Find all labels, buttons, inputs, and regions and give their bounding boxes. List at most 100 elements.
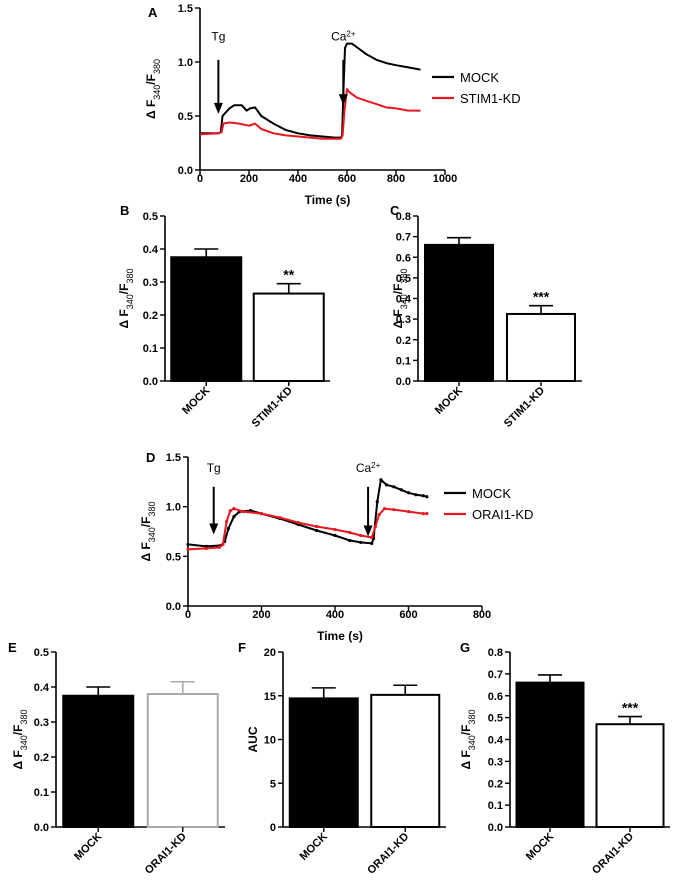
panel-e-bar-chart: E 0.0 0.1 0.2 0.3 0.4 0.5 Δ F340/F380 MOCK ORAI1-… — [8, 640, 225, 877]
series-line-stim1-kd — [199, 88, 421, 140]
panel-c-bar-chart: C 0.0 0.1 0.2 0.3 0.4 0.5 0.6 0.7 0.8 Δ F340/F380 M… — [390, 203, 582, 430]
data-point-mock — [186, 542, 190, 547]
panel-b-label: B — [120, 203, 129, 218]
data-point-mock — [348, 538, 352, 543]
y-tick-label: 0.5 — [143, 211, 158, 223]
panel-g-y-axis-title: Δ F340/F380 — [459, 709, 477, 769]
y-tick-label: 0.5 — [488, 713, 503, 725]
data-point-mock — [399, 488, 403, 492]
data-point-mock — [384, 483, 389, 487]
y-tick-label: 0.8 — [488, 647, 503, 659]
panel-d-label: D — [146, 450, 155, 465]
x-tick-label: 600 — [399, 609, 417, 621]
x-tick-label: 600 — [338, 173, 356, 185]
x-tick-label: 0 — [197, 173, 203, 185]
legend-label-stim1-kd: STIM1-KD — [460, 91, 521, 106]
legend-label-mock: MOCK — [472, 486, 511, 501]
y-tick-label: 0.5 — [166, 551, 181, 563]
significance-marker: *** — [622, 700, 639, 716]
x-tick-label: 200 — [240, 173, 258, 185]
category-label-mock: MOCK — [180, 385, 212, 417]
data-point-mock — [375, 500, 379, 504]
panel-g-bar-chart: G 0.0 0.1 0.2 0.3 0.4 0.5 0.6 0.7 0.8 Δ F340/F380 M… — [459, 640, 670, 877]
panel-a-label: A — [148, 5, 158, 20]
data-point-mock — [392, 485, 396, 489]
y-tick-label: 0.8 — [396, 211, 411, 223]
panel-f-y-axis-title: AUC — [246, 726, 260, 752]
data-point-mock — [414, 493, 418, 497]
data-point-orai1-kd — [217, 545, 221, 549]
y-tick-label: 0.0 — [143, 376, 158, 388]
data-point-mock — [226, 526, 231, 531]
y-tick-label: 0.6 — [488, 691, 503, 703]
annotation-ca: Ca2+ — [331, 29, 356, 44]
bar-mock — [424, 243, 494, 382]
x-tick-label: 400 — [326, 609, 344, 621]
data-point-orai1-kd — [377, 513, 381, 517]
bar-mock — [62, 694, 135, 828]
y-tick-label: 5 — [270, 778, 276, 790]
annotation-arrow-head — [338, 94, 348, 106]
y-tick-label: 0.1 — [143, 343, 158, 355]
y-tick-label: 0.1 — [396, 355, 411, 367]
y-tick-label: 0.0 — [488, 822, 503, 834]
y-tick-label: 0.0 — [396, 376, 411, 388]
bar-mock — [288, 697, 359, 828]
panel-b-y-axis-title: Δ F340/F380 — [117, 268, 135, 328]
annotation-arrow-head — [363, 525, 373, 537]
data-point-mock — [315, 528, 319, 533]
bar-stim1-kd — [506, 312, 576, 382]
x-tick-label: 800 — [473, 609, 491, 621]
legend-label-mock: MOCK — [460, 70, 499, 85]
bar-mock — [515, 681, 585, 828]
category-label-mock: MOCK — [524, 831, 556, 863]
data-point-orai1-kd — [232, 507, 236, 511]
y-tick-label: 1.0 — [178, 57, 193, 69]
data-point-orai1-kd — [421, 512, 425, 516]
data-point-orai1-kd — [228, 509, 232, 513]
y-tick-label: 0.5 — [178, 111, 193, 123]
data-point-orai1-kd — [370, 535, 374, 540]
data-point-mock — [421, 494, 425, 498]
data-point-mock — [406, 491, 411, 495]
panel-d-y-axis-title: Δ F340/F380 — [139, 501, 157, 561]
y-tick-label: 1.0 — [166, 502, 181, 514]
annotation-ca: Ca2+ — [356, 460, 381, 475]
y-tick-label: 0.4 — [396, 294, 412, 306]
y-tick-label: 0 — [270, 822, 276, 834]
panel-d-line-chart: D 0.0 0.5 1.0 1.5 0 200 400 600 800 Time (s) Δ F340… — [139, 450, 533, 643]
data-point-orai1-kd — [406, 510, 411, 514]
annotation-tg: Tg — [207, 461, 221, 475]
annotation-tg: Tg — [211, 29, 225, 43]
y-tick-label: 0.2 — [396, 335, 411, 347]
y-tick-label: 15 — [264, 691, 276, 703]
x-tick-label: 200 — [252, 609, 270, 621]
y-tick-label: 0.0 — [166, 601, 181, 613]
panel-f-label: F — [238, 640, 246, 655]
y-tick-label: 10 — [264, 735, 276, 747]
annotation-arrow-head — [209, 523, 219, 535]
y-tick-label: 0.3 — [34, 717, 49, 729]
panel-e-label: E — [8, 640, 17, 655]
category-label-orai1-kd: ORAI1-KD — [590, 831, 636, 877]
data-point-orai1-kd — [259, 512, 264, 516]
y-tick-label: 0.1 — [488, 800, 503, 812]
data-point-orai1-kd — [348, 530, 352, 535]
data-point-orai1-kd — [278, 515, 282, 520]
y-tick-label: 1.5 — [166, 452, 181, 464]
panel-e-y-axis-title: Δ F340/F380 — [11, 709, 29, 769]
data-point-mock — [232, 515, 236, 519]
category-label-stim1-kd: STIM1-KD — [250, 385, 295, 430]
data-point-mock — [333, 533, 337, 538]
y-tick-label: 1.5 — [178, 3, 193, 15]
x-tick-label: 400 — [289, 173, 307, 185]
y-tick-label: 0.4 — [34, 682, 50, 694]
panel-d-x-axis-title: Time (s) — [317, 629, 363, 643]
y-tick-label: 0.7 — [396, 232, 411, 244]
data-point-mock — [370, 541, 374, 546]
y-tick-label: 0.4 — [488, 735, 504, 747]
data-point-mock — [425, 495, 429, 499]
series-line-mock — [200, 42, 421, 139]
panel-f-bar-chart: F 0 5 10 15 20 AUC MOCK ORAI1-KD — [238, 640, 446, 877]
